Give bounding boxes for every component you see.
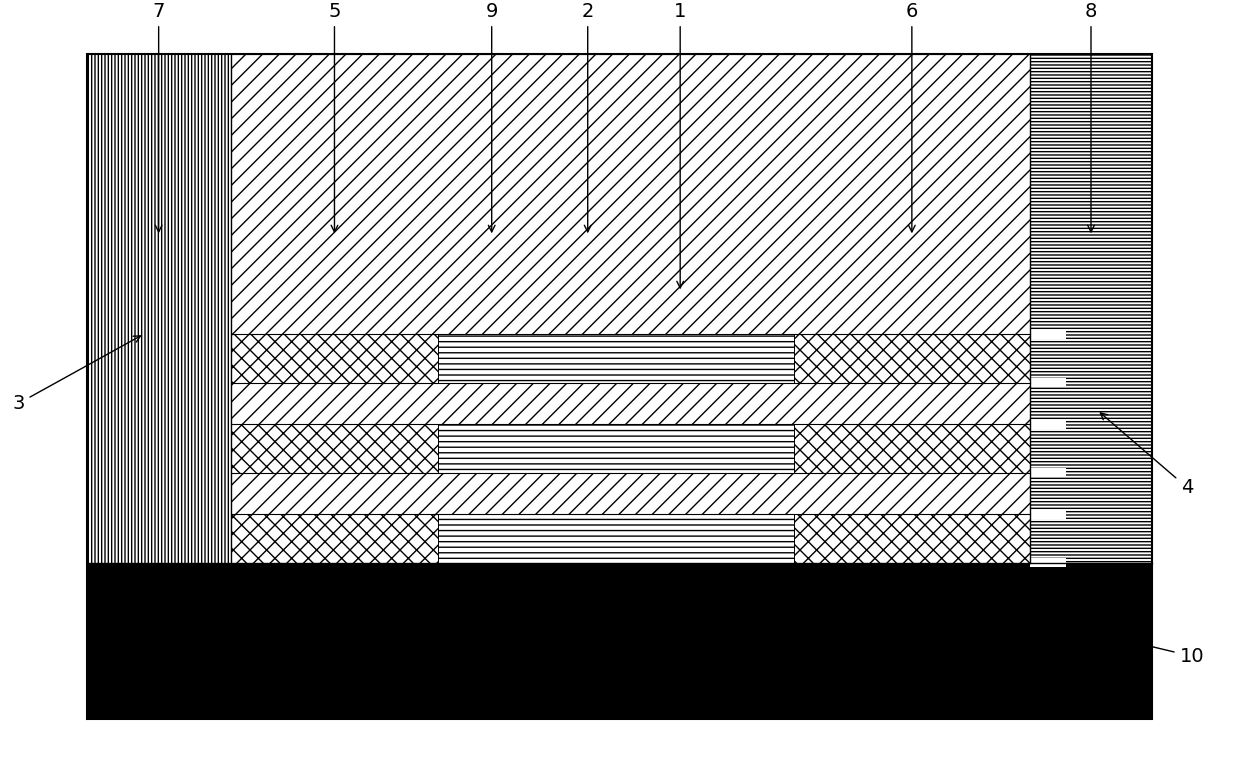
Bar [230, 383, 1030, 424]
Bar [230, 335, 439, 383]
Bar [439, 514, 794, 563]
Bar [1030, 468, 1067, 477]
Bar [439, 335, 794, 383]
Bar [87, 563, 1152, 719]
Text: 7: 7 [152, 2, 165, 232]
Text: 8: 8 [1085, 2, 1098, 232]
Bar [230, 54, 1030, 335]
Text: 1: 1 [674, 2, 686, 288]
Bar [794, 335, 1030, 383]
Bar [230, 514, 1030, 563]
Bar [87, 54, 1152, 719]
Text: 3: 3 [12, 336, 140, 413]
Bar [439, 424, 794, 472]
Bar [794, 514, 1030, 563]
Bar [230, 335, 1030, 383]
Text: 9: 9 [486, 2, 498, 232]
Bar [230, 424, 1030, 472]
Bar [1030, 378, 1067, 387]
Text: 10: 10 [1131, 640, 1204, 666]
Text: 4: 4 [1100, 413, 1193, 497]
Bar [1030, 510, 1067, 519]
Text: 2: 2 [581, 2, 593, 232]
Bar [230, 424, 439, 472]
Bar [1030, 330, 1067, 339]
Bar [87, 54, 230, 563]
Bar [794, 424, 1030, 472]
Bar [230, 514, 439, 563]
Text: 6: 6 [906, 2, 918, 232]
Bar [1030, 558, 1067, 567]
Bar [230, 472, 1030, 514]
Text: 5: 5 [328, 2, 341, 232]
Bar [1030, 420, 1067, 429]
Bar [1030, 54, 1152, 563]
